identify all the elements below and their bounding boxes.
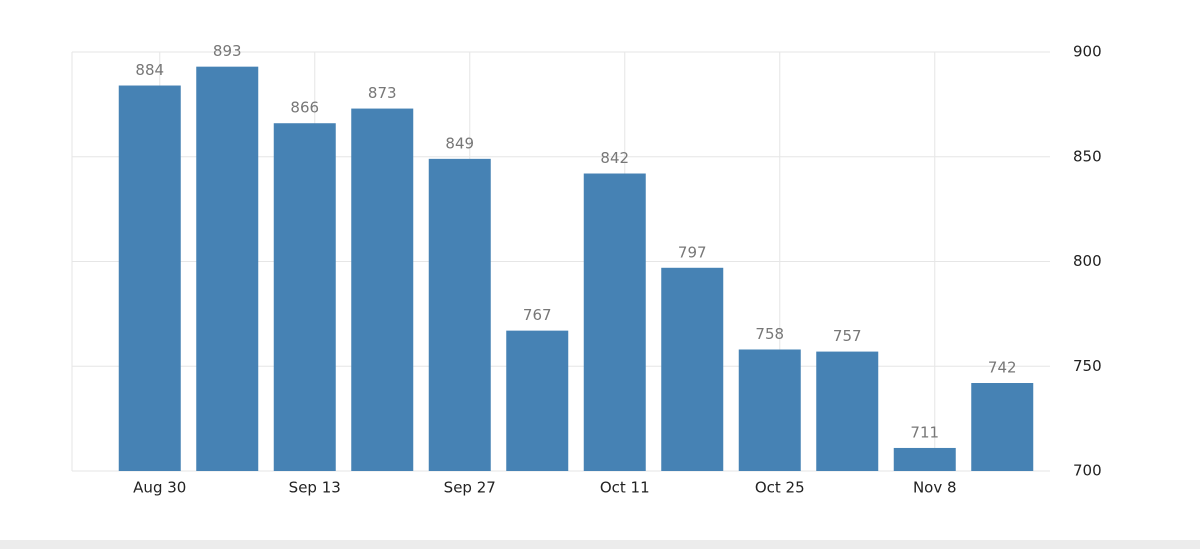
x-tick-label: Sep 27 [444, 479, 496, 497]
bar [661, 267, 724, 471]
bar [816, 351, 879, 471]
value-label: 742 [988, 359, 1017, 377]
x-tick-label: Aug 30 [133, 479, 186, 497]
bar [273, 123, 336, 471]
x-tick-label: Oct 25 [755, 479, 805, 497]
bar [971, 383, 1034, 471]
bar [583, 173, 646, 471]
x-tick-label: Oct 11 [600, 479, 650, 497]
value-label: 758 [755, 325, 784, 343]
bar [196, 66, 259, 471]
value-label: 884 [135, 61, 164, 79]
value-label: 797 [678, 243, 707, 261]
bar [506, 330, 569, 471]
footer-strip [0, 540, 1200, 549]
x-tick-label: Nov 8 [913, 479, 957, 497]
bar [428, 158, 491, 471]
value-label: 767 [523, 306, 552, 324]
value-label: 893 [213, 42, 242, 60]
x-tick-label: Sep 13 [289, 479, 341, 497]
y-tick-label: 750 [1073, 357, 1102, 375]
value-label: 757 [833, 327, 862, 345]
bar [118, 85, 181, 472]
bar [351, 108, 414, 471]
value-label: 866 [290, 99, 319, 117]
bar [893, 447, 956, 471]
value-label: 711 [910, 423, 939, 441]
bar [738, 349, 801, 471]
value-label: 873 [368, 84, 397, 102]
value-label: 849 [445, 134, 474, 152]
value-label: 842 [600, 149, 629, 167]
y-tick-label: 700 [1073, 462, 1102, 480]
y-tick-label: 800 [1073, 252, 1102, 270]
y-tick-label: 900 [1073, 43, 1102, 61]
y-tick-label: 850 [1073, 147, 1102, 165]
